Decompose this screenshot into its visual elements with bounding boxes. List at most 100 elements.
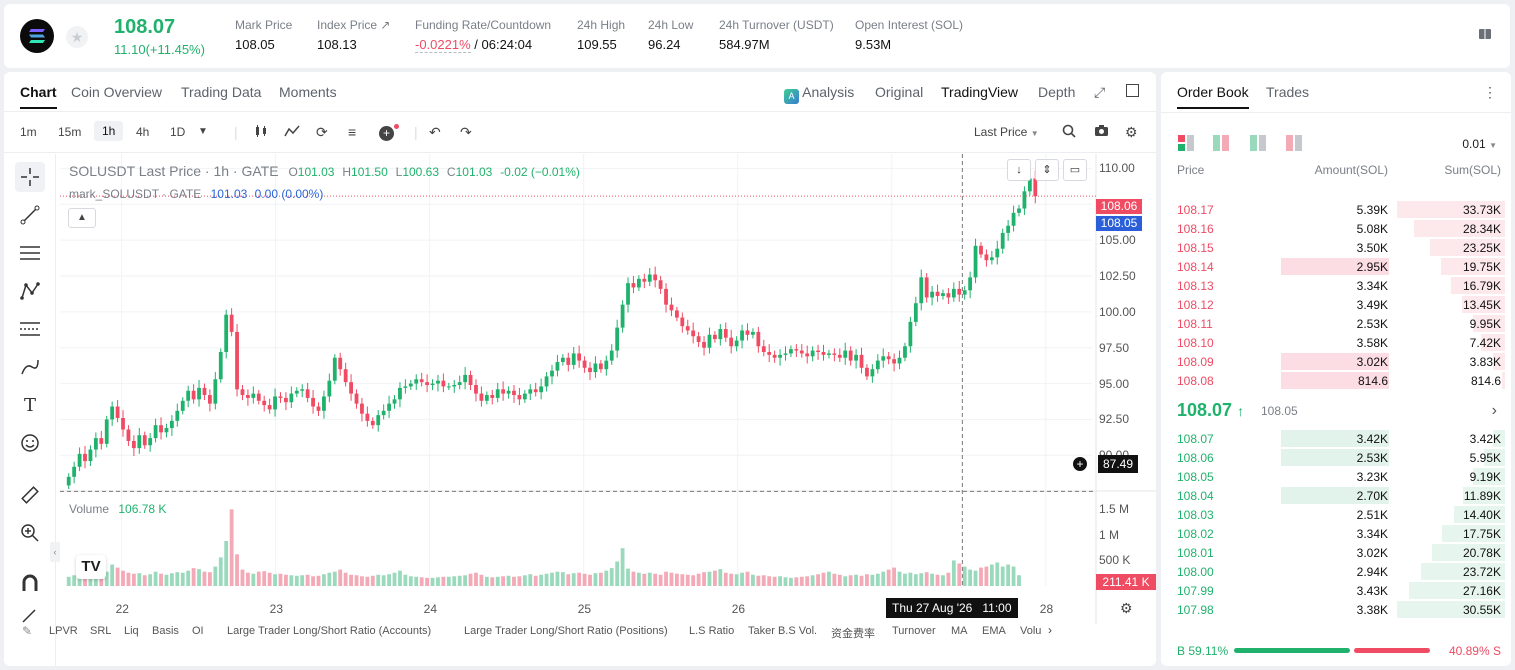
timeframe-15m[interactable]: 15m bbox=[58, 125, 82, 139]
indicator-item[interactable]: Large Trader Long/Short Ratio (Accounts) bbox=[227, 625, 432, 637]
window-icon[interactable] bbox=[1126, 84, 1139, 100]
indicator-item[interactable]: Basis bbox=[152, 625, 179, 637]
collapse-toolbar-icon[interactable]: ‹ bbox=[50, 542, 60, 562]
scroll-down-icon[interactable]: ↓ bbox=[1007, 159, 1031, 181]
orderbook-row[interactable]: 108.04 2.70K 11.89K bbox=[1161, 486, 1511, 505]
indicator-item[interactable]: SRL bbox=[90, 625, 112, 637]
zoom-in-icon[interactable] bbox=[15, 518, 45, 548]
indicator-item[interactable]: Turnover bbox=[892, 625, 936, 637]
more-options-icon[interactable]: ⋮ bbox=[1483, 84, 1497, 100]
orderbook-row[interactable]: 108.05 3.23K 9.19K bbox=[1161, 467, 1511, 486]
orderbook-row[interactable]: 108.08 814.6 814.6 bbox=[1161, 371, 1511, 390]
timeframe-dropdown-icon[interactable]: ▼ bbox=[198, 126, 208, 137]
indicator-item[interactable]: Taker B.S Vol. bbox=[748, 625, 818, 637]
collapse-legend-icon[interactable]: ▲ bbox=[68, 208, 96, 228]
external-link-icon[interactable]: ↗ bbox=[380, 18, 391, 32]
timeframe-4h[interactable]: 4h bbox=[136, 125, 150, 139]
candle-type-icon[interactable] bbox=[254, 124, 268, 141]
timeframe-1d[interactable]: 1D bbox=[170, 125, 186, 139]
crosshair-icon[interactable] bbox=[15, 162, 45, 192]
layout-both-icon[interactable] bbox=[1178, 135, 1194, 154]
text-tool-icon[interactable]: T bbox=[23, 394, 36, 416]
volume-bar bbox=[1006, 564, 1011, 586]
orderbook-row[interactable]: 108.02 3.34K 17.75K bbox=[1161, 524, 1511, 543]
search-icon[interactable] bbox=[1062, 124, 1076, 141]
orderbook-row[interactable]: 108.00 2.94K 23.72K bbox=[1161, 562, 1511, 581]
favorite-star-icon[interactable]: ★ bbox=[66, 26, 88, 48]
funding-rate[interactable]: -0.0221% bbox=[415, 37, 471, 53]
layout-asks-icon[interactable] bbox=[1286, 135, 1302, 154]
indicator-item[interactable]: Liq bbox=[124, 625, 139, 637]
orderbook-row[interactable]: 108.14 2.95K 19.75K bbox=[1161, 257, 1511, 276]
indicator-item[interactable]: Large Trader Long/Short Ratio (Positions… bbox=[464, 625, 668, 637]
timeframe-1h[interactable]: 1h bbox=[94, 121, 124, 141]
axis-settings-icon[interactable]: ⚙ bbox=[1120, 600, 1133, 616]
orderbook-row[interactable]: 107.99 3.43K 27.16K bbox=[1161, 581, 1511, 600]
trend-line-icon[interactable] bbox=[15, 200, 45, 230]
analysis-button[interactable]: A Analysis bbox=[784, 84, 854, 104]
book-icon[interactable] bbox=[1478, 27, 1494, 43]
view-tradingview[interactable]: TradingView bbox=[941, 84, 1019, 100]
orderbook-row[interactable]: 108.16 5.08K 28.34K bbox=[1161, 219, 1511, 238]
view-depth[interactable]: Depth bbox=[1038, 84, 1076, 100]
tab-chart[interactable]: Chart bbox=[20, 84, 57, 109]
tab-order-book[interactable]: Order Book bbox=[1177, 84, 1249, 109]
replay-icon[interactable]: ⟳ bbox=[316, 124, 328, 140]
indicator-item[interactable]: MA bbox=[951, 625, 968, 637]
emoji-icon[interactable] bbox=[15, 428, 45, 458]
indicator-pencil-icon[interactable]: ✎ bbox=[22, 624, 33, 638]
price-source-select[interactable]: Last Price ▼ bbox=[974, 125, 1039, 139]
maximize-pane-icon[interactable]: ▭ bbox=[1063, 159, 1087, 181]
camera-icon[interactable] bbox=[1094, 124, 1109, 140]
orderbook-row[interactable]: 108.09 3.02K 3.83K bbox=[1161, 352, 1511, 371]
settings-gear-icon[interactable]: ⚙ bbox=[1125, 124, 1138, 140]
indicator-scroll-right-icon[interactable]: › bbox=[1048, 623, 1052, 637]
indicator-item[interactable]: Volu bbox=[1020, 625, 1042, 637]
timeframe-1m[interactable]: 1m bbox=[20, 125, 37, 139]
indicators-icon[interactable] bbox=[284, 124, 300, 141]
layout-split-icon[interactable] bbox=[1213, 135, 1229, 154]
fullscreen-icon[interactable]: ⤢ bbox=[1094, 84, 1106, 100]
orderbook-row[interactable]: 108.06 2.53K 5.95K bbox=[1161, 448, 1511, 467]
index-price-stat[interactable]: Index Price ↗ 108.13 bbox=[317, 18, 390, 52]
add-alert-plus-icon[interactable]: + bbox=[1072, 456, 1088, 472]
tradingview-logo-icon[interactable]: TV bbox=[76, 555, 106, 579]
redo-icon[interactable]: ↷ bbox=[460, 124, 472, 140]
orderbook-row[interactable]: 107.98 3.38K 30.55K bbox=[1161, 600, 1511, 619]
indicator-item[interactable]: L.S Ratio bbox=[689, 625, 735, 637]
templates-icon[interactable]: ≡ bbox=[348, 124, 357, 140]
pattern-icon[interactable] bbox=[15, 276, 45, 306]
pencil-lock-icon[interactable] bbox=[15, 606, 45, 626]
magnet-icon[interactable] bbox=[15, 568, 45, 598]
orderbook-row[interactable]: 108.12 3.49K 13.45K bbox=[1161, 295, 1511, 314]
tab-trades[interactable]: Trades bbox=[1266, 84, 1310, 100]
tab-moments[interactable]: Moments bbox=[279, 84, 337, 100]
layout-bids-icon[interactable] bbox=[1250, 135, 1266, 154]
chevron-right-icon[interactable]: › bbox=[1491, 402, 1497, 419]
orderbook-row[interactable]: 108.11 2.53K 9.95K bbox=[1161, 314, 1511, 333]
brush-icon[interactable] bbox=[15, 352, 45, 382]
orderbook-row[interactable]: 108.03 2.51K 14.40K bbox=[1161, 505, 1511, 524]
view-original[interactable]: Original bbox=[875, 84, 924, 100]
orderbook-row[interactable]: 108.13 3.34K 16.79K bbox=[1161, 276, 1511, 295]
candle-body bbox=[398, 387, 402, 400]
undo-icon[interactable]: ↶ bbox=[429, 124, 441, 140]
precision-select[interactable]: 0.01 ▼ bbox=[1462, 137, 1497, 151]
horizontal-lines-icon[interactable] bbox=[15, 238, 45, 268]
indicator-item[interactable]: EMA bbox=[982, 625, 1006, 637]
orderbook-row[interactable]: 108.07 3.42K 3.42K bbox=[1161, 429, 1511, 448]
orderbook-row[interactable]: 108.01 3.02K 20.78K bbox=[1161, 543, 1511, 562]
candlestick-chart[interactable] bbox=[60, 154, 1156, 624]
tab-trading-data[interactable]: Trading Data bbox=[181, 84, 262, 100]
tab-coin-overview[interactable]: Coin Overview bbox=[71, 84, 163, 100]
ruler-icon[interactable] bbox=[15, 480, 45, 510]
orderbook-row[interactable]: 108.10 3.58K 7.42K bbox=[1161, 333, 1511, 352]
indicator-item[interactable]: OI bbox=[192, 625, 204, 637]
indicator-item[interactable]: LPVR bbox=[49, 625, 78, 637]
orderbook-row[interactable]: 108.15 3.50K 23.25K bbox=[1161, 238, 1511, 257]
orderbook-row[interactable]: 108.17 5.39K 33.73K bbox=[1161, 200, 1511, 219]
fib-retracement-icon[interactable] bbox=[15, 314, 45, 344]
indicator-item[interactable]: 资金费率 bbox=[831, 628, 875, 640]
collapse-arrows-icon[interactable]: ⇕ bbox=[1035, 159, 1059, 181]
add-indicator-icon[interactable]: + bbox=[379, 124, 399, 141]
